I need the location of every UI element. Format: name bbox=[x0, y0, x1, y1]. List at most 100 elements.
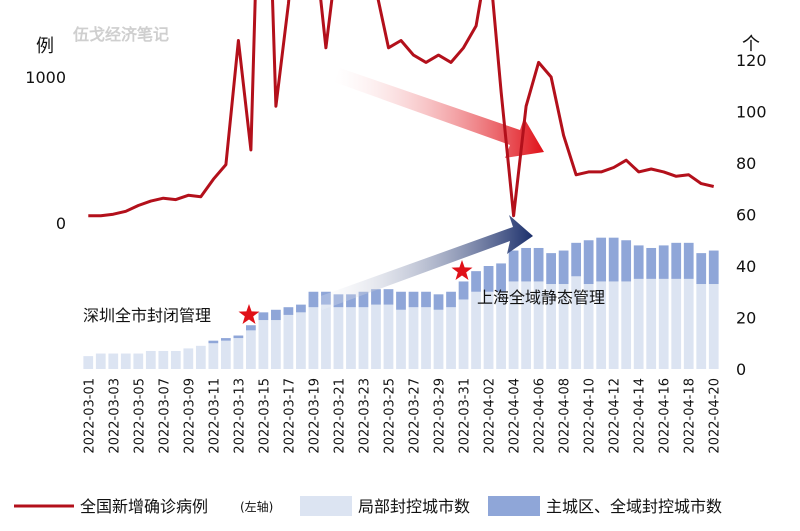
bar-local-lockdown bbox=[508, 281, 519, 369]
bar-citywide-lockdown bbox=[283, 307, 294, 315]
bar-citywide-lockdown bbox=[496, 263, 506, 292]
bar-local-lockdown bbox=[521, 281, 531, 369]
bar-citywide-lockdown bbox=[596, 237, 607, 282]
bar-local-lockdown bbox=[246, 330, 256, 369]
bar-citywide-lockdown bbox=[708, 250, 719, 285]
bar-local-lockdown bbox=[120, 353, 131, 369]
bar-local-lockdown bbox=[596, 281, 607, 369]
bar-citywide-lockdown bbox=[233, 335, 244, 339]
bar-local-lockdown bbox=[558, 284, 569, 369]
bar-local-lockdown bbox=[95, 353, 106, 369]
bar-local-lockdown bbox=[696, 284, 707, 369]
bar-citywide-lockdown bbox=[383, 289, 394, 305]
bar-citywide-lockdown bbox=[408, 291, 419, 308]
right-y-axis: 0 20 40 60 80 100 120 bbox=[736, 51, 767, 379]
x-tick-label: 2022-03-27 bbox=[408, 378, 423, 454]
bar-local-lockdown bbox=[533, 281, 544, 369]
bar-local-lockdown bbox=[170, 350, 181, 369]
bar-local-lockdown bbox=[158, 350, 169, 369]
x-tick-label: 2022-04-14 bbox=[633, 378, 648, 454]
bar-citywide-lockdown bbox=[358, 291, 369, 308]
legend: 全国新增确诊病例 (左轴) 局部封控城市数 主城区、全域封控城市数 bbox=[14, 496, 722, 516]
x-tick-label: 2022-04-08 bbox=[558, 378, 573, 454]
legend-line-label: 全国新增确诊病例 bbox=[80, 497, 208, 516]
left-axis-unit: 例 bbox=[36, 36, 54, 57]
bar-local-lockdown bbox=[308, 307, 319, 369]
bar-local-lockdown bbox=[271, 320, 281, 369]
x-tick-label: 2022-04-20 bbox=[708, 378, 723, 454]
bar-local-lockdown bbox=[333, 307, 344, 369]
left-y-tick-label: 1000 bbox=[25, 68, 66, 87]
bar-local-lockdown bbox=[621, 281, 632, 369]
bar-local-lockdown bbox=[708, 284, 719, 369]
x-tick-label: 2022-03-15 bbox=[257, 378, 272, 454]
bar-local-lockdown bbox=[371, 304, 381, 369]
left-y-axis: 0100020003000 bbox=[25, 68, 66, 233]
legend-bar1-swatch bbox=[300, 496, 352, 516]
bar-citywide-lockdown bbox=[296, 304, 306, 313]
bar-citywide-lockdown bbox=[671, 242, 682, 279]
series-line-new-cases bbox=[88, 0, 715, 218]
bar-citywide-lockdown bbox=[533, 247, 544, 282]
x-tick-label: 2022-03-07 bbox=[157, 378, 172, 454]
bar-local-lockdown bbox=[446, 307, 456, 369]
bar-local-lockdown bbox=[583, 284, 594, 369]
legend-bar1-label: 局部封控城市数 bbox=[358, 497, 470, 516]
x-tick-label: 2022-03-25 bbox=[382, 378, 397, 454]
right-y-tick-label: 80 bbox=[736, 154, 756, 173]
annotation-shenzhen: 深圳全市封闭管理 bbox=[83, 306, 211, 325]
bar-citywide-lockdown bbox=[571, 242, 582, 277]
bar-local-lockdown bbox=[646, 278, 657, 369]
bar-local-lockdown bbox=[471, 291, 481, 369]
bar-local-lockdown bbox=[208, 343, 219, 369]
trend-arrow-up bbox=[318, 215, 533, 310]
annotation-shanghai: 上海全域静态管理 bbox=[477, 288, 605, 307]
bar-local-lockdown bbox=[408, 307, 419, 369]
right-y-tick-label: 40 bbox=[736, 257, 756, 276]
bar-local-lockdown bbox=[571, 276, 582, 369]
right-y-tick-label: 120 bbox=[736, 51, 767, 70]
bar-citywide-lockdown bbox=[696, 253, 707, 285]
right-axis-unit: 个 bbox=[742, 34, 760, 55]
bar-local-lockdown bbox=[145, 350, 156, 369]
legend-bar2-swatch bbox=[488, 496, 540, 516]
bar-citywide-lockdown bbox=[371, 289, 381, 305]
bar-local-lockdown bbox=[671, 278, 682, 369]
bar-citywide-lockdown bbox=[546, 253, 556, 285]
bar-citywide-lockdown bbox=[683, 242, 694, 279]
right-y-tick-label: 0 bbox=[736, 360, 746, 379]
x-tick-label: 2022-03-29 bbox=[433, 378, 448, 454]
bar-local-lockdown bbox=[346, 307, 356, 369]
x-tick-label: 2022-03-21 bbox=[332, 378, 347, 454]
bar-citywide-lockdown bbox=[258, 312, 269, 321]
bar-local-lockdown bbox=[283, 314, 294, 369]
x-axis: 2022-03-01 2022-03-03 2022-03-05 2022-03-07… bbox=[82, 378, 722, 454]
bar-citywide-lockdown bbox=[558, 250, 569, 285]
x-tick-label: 2022-04-06 bbox=[533, 378, 548, 454]
bar-local-lockdown bbox=[321, 304, 331, 369]
bar-citywide-lockdown bbox=[508, 250, 519, 282]
bar-citywide-lockdown bbox=[208, 340, 219, 344]
x-tick-label: 2022-03-01 bbox=[82, 378, 97, 454]
x-tick-label: 2022-03-03 bbox=[107, 378, 122, 454]
bar-local-lockdown bbox=[133, 353, 144, 369]
bar-citywide-lockdown bbox=[421, 291, 431, 308]
bar-local-lockdown bbox=[458, 299, 469, 369]
star-marker-shenzhen bbox=[238, 304, 260, 324]
x-tick-label: 2022-03-31 bbox=[458, 378, 473, 454]
bar-citywide-lockdown bbox=[521, 247, 531, 282]
bar-citywide-lockdown bbox=[271, 309, 281, 321]
bar-citywide-lockdown bbox=[246, 325, 256, 331]
bar-local-lockdown bbox=[633, 278, 644, 369]
bar-citywide-lockdown bbox=[658, 245, 669, 279]
bar-local-lockdown bbox=[258, 320, 269, 369]
bar-citywide-lockdown bbox=[458, 281, 469, 300]
star-marker-shanghai bbox=[451, 260, 473, 280]
x-tick-label: 2022-03-17 bbox=[282, 378, 297, 454]
bar-local-lockdown bbox=[220, 340, 231, 369]
bar-citywide-lockdown bbox=[583, 240, 594, 285]
bar-citywide-lockdown bbox=[220, 338, 231, 341]
bar-local-lockdown bbox=[358, 307, 369, 369]
bar-local-lockdown bbox=[683, 278, 694, 369]
x-tick-label: 2022-04-02 bbox=[483, 378, 498, 454]
